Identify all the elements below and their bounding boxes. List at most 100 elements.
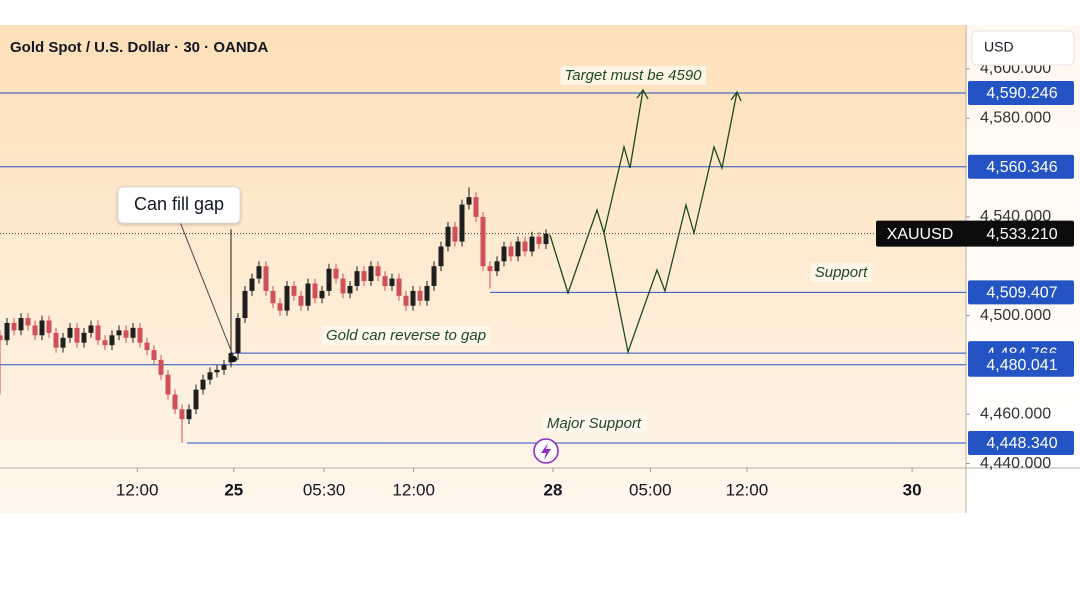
annotation: Support <box>815 264 868 281</box>
x-tick-label: 30 <box>903 480 922 499</box>
x-tick-label: 05:00 <box>629 480 672 499</box>
candle-body <box>431 266 437 286</box>
candle-body <box>109 335 115 346</box>
candle-body <box>144 342 150 351</box>
y-tick-label: 4,440.000 <box>980 455 1051 472</box>
projection-path <box>603 91 738 355</box>
candle-body <box>46 320 52 333</box>
candle-body <box>452 226 458 242</box>
candle-body <box>39 320 45 336</box>
x-tick-label: 12:00 <box>392 480 435 499</box>
x-tick-label: 05:30 <box>303 480 346 499</box>
candle-body <box>137 327 143 343</box>
last-price-label: 4,533.210 <box>986 226 1057 243</box>
candle-body <box>277 303 283 311</box>
candle-body <box>536 236 542 245</box>
candle-body <box>389 278 395 286</box>
candle-body <box>445 226 451 247</box>
candle-body <box>53 332 59 348</box>
candle-body <box>473 197 479 217</box>
candle-body <box>424 285 430 301</box>
candle-body <box>193 389 199 410</box>
candle-body <box>0 335 3 341</box>
annotation: Gold can reverse to gap <box>326 327 486 344</box>
annotation: Target must be 4590 <box>564 67 702 84</box>
candle-body <box>165 374 171 395</box>
candle-body <box>123 330 129 338</box>
level-tag <box>968 80 1074 105</box>
level-tag <box>968 280 1074 305</box>
level-tag <box>968 154 1074 179</box>
candle-body <box>347 285 353 294</box>
x-tick-label: 12:00 <box>116 480 159 499</box>
candle-body <box>60 337 66 348</box>
candle-body <box>417 290 423 301</box>
candle-body <box>4 322 10 341</box>
arrow-head <box>730 90 742 102</box>
candle-body <box>487 266 493 272</box>
candle-body <box>501 246 507 262</box>
annotation-bg <box>321 325 491 345</box>
level-label: 4,509.407 <box>986 285 1057 302</box>
projection <box>549 88 742 355</box>
level-tag <box>968 430 1074 455</box>
candle-body <box>480 216 486 267</box>
level-label: 4,590.246 <box>986 85 1057 102</box>
candle-body <box>494 261 500 272</box>
candle-body <box>235 318 241 354</box>
candle-body <box>11 322 17 331</box>
annotation-bg <box>560 65 707 85</box>
candle-body <box>438 246 444 267</box>
candle-body <box>207 372 213 380</box>
x-tick-label: 25 <box>224 480 243 499</box>
candle-body <box>95 325 101 341</box>
candle-body <box>214 369 220 373</box>
y-tick-label: 4,500.000 <box>980 307 1051 324</box>
ticks <box>136 68 970 472</box>
candle-body <box>403 295 409 306</box>
level-label: 4,448.340 <box>986 435 1057 452</box>
annotation: Major Support <box>547 415 642 432</box>
candle-body <box>312 283 318 299</box>
axis-labels: 4,440.0004,460.0004,500.0004,540.0004,58… <box>116 60 1074 499</box>
candle-body <box>88 325 94 333</box>
candle-body <box>221 364 227 370</box>
annotation-bg <box>810 262 873 282</box>
level-label: 4,480.041 <box>986 357 1057 374</box>
callout-pointer <box>179 221 235 359</box>
candle-body <box>508 246 514 257</box>
last-price-tag <box>876 220 1074 247</box>
candle-body <box>249 278 255 291</box>
candle-body <box>270 290 276 304</box>
level-label: 4,560.346 <box>986 159 1057 176</box>
candle-body <box>74 327 80 343</box>
x-tick-label: 28 <box>544 480 563 499</box>
candle-body <box>515 241 521 257</box>
candle-body <box>326 268 332 291</box>
candle-body <box>81 332 87 343</box>
candle-body <box>466 197 472 205</box>
candle-body <box>396 278 402 296</box>
candle-body <box>319 290 325 299</box>
candle-body <box>242 290 248 319</box>
candle-body <box>256 266 262 279</box>
candle-body <box>340 278 346 294</box>
candle-body <box>305 283 311 306</box>
candle-body <box>18 318 24 331</box>
currency-button[interactable] <box>971 30 1075 66</box>
candle-body <box>158 359 164 375</box>
candle-body <box>102 340 108 346</box>
event-icon-bolt <box>541 443 551 460</box>
candle-body <box>298 295 304 306</box>
x-tick-label: 12:00 <box>726 480 769 499</box>
currency-label: USD <box>984 39 1014 55</box>
candle-body <box>368 266 374 282</box>
candle-body <box>228 353 234 363</box>
annotation: Can fill gap <box>134 194 224 214</box>
arrow-head <box>636 88 649 100</box>
callout-dot <box>231 356 237 362</box>
candle-body <box>25 318 31 326</box>
candle-body <box>284 285 290 311</box>
